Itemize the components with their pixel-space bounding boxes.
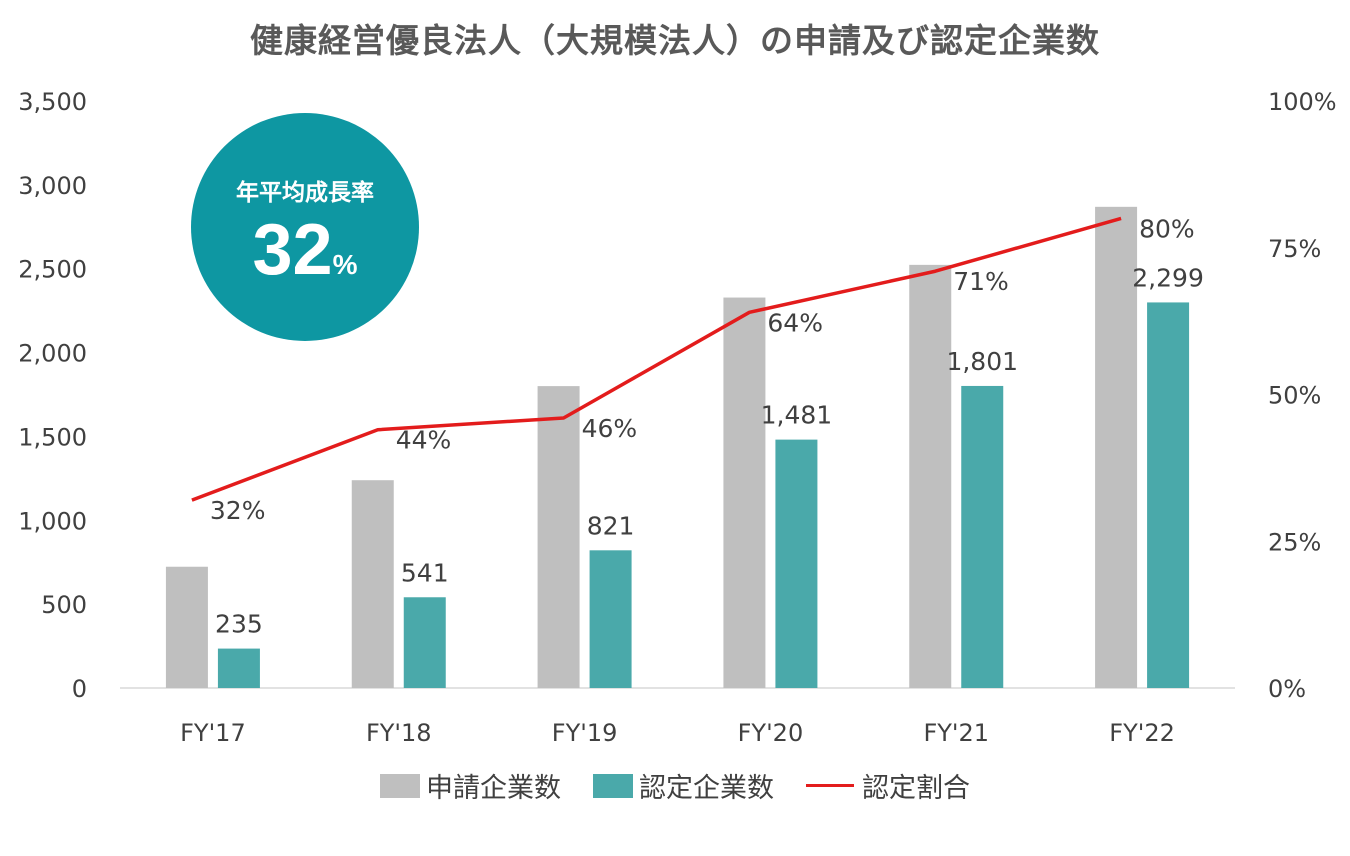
bar-certified [589, 550, 632, 688]
legend-line-ratio [806, 784, 854, 787]
y-axis-left: 0 500 1,000 1,500 2,000 2,500 3,000 3,500 [18, 88, 87, 703]
bar-applications [351, 480, 394, 688]
y2-tick-label: 0% [1268, 675, 1306, 703]
y-tick-label: 3,000 [18, 172, 87, 200]
y-tick-label: 0 [72, 675, 87, 703]
data-label-ratio: 71% [953, 267, 1009, 296]
bar-group: 235 541 821 1,481 1,801 2,299 [165, 206, 1204, 689]
data-label-ratio: 46% [582, 414, 638, 443]
y-tick-label: 500 [41, 591, 87, 619]
y-tick-label: 1,000 [18, 507, 87, 535]
y2-tick-label: 75% [1268, 235, 1321, 263]
data-label-certified: 2,299 [1132, 263, 1204, 292]
legend-swatch-certified [593, 773, 633, 798]
y-tick-label: 2,500 [18, 256, 87, 284]
growth-rate-badge: 年平均成長率 32% [191, 113, 419, 341]
bar-applications [1095, 206, 1138, 689]
data-label-certified: 1,801 [946, 347, 1018, 376]
x-tick-label: FY'18 [366, 719, 432, 747]
legend-label-applications: 申請企業数 [426, 773, 561, 804]
bar-applications [165, 566, 208, 688]
data-label-certified: 1,481 [761, 401, 833, 430]
legend-label-certified: 認定企業数 [639, 773, 774, 804]
data-label-certified: 235 [215, 610, 263, 639]
y2-tick-label: 25% [1268, 528, 1321, 556]
data-label-certified: 541 [401, 558, 449, 587]
bar-applications [537, 386, 580, 688]
bar-applications [909, 264, 952, 688]
x-tick-label: FY'17 [180, 719, 246, 747]
badge-value: 32 [252, 210, 333, 290]
bar-certified [961, 385, 1004, 688]
y-tick-label: 3,500 [18, 88, 87, 116]
legend-swatch-applications [380, 773, 420, 798]
legend: 申請企業数 認定企業数 認定割合 [0, 766, 1350, 805]
badge-value-wrap: 32% [191, 209, 419, 291]
legend-item-applications: 申請企業数 [380, 766, 561, 805]
y-tick-label: 2,000 [18, 340, 87, 368]
bar-certified [775, 439, 818, 688]
badge-unit: % [332, 249, 358, 280]
x-tick-label: FY'22 [1109, 719, 1175, 747]
ratio-line [191, 216, 1122, 502]
data-label-ratio: 32% [210, 496, 266, 525]
data-label-certified: 821 [587, 511, 635, 540]
bar-certified [217, 648, 260, 688]
chart-title: 健康経営優良法人（大規模法人）の申請及び認定企業数 [250, 21, 1100, 60]
x-axis: FY'17 FY'18 FY'19 FY'20 FY'21 FY'22 [180, 719, 1175, 747]
bar-certified [1147, 302, 1190, 688]
y-tick-label: 1,500 [18, 423, 87, 451]
data-label-ratio: 80% [1139, 214, 1195, 243]
badge-label: 年平均成長率 [236, 180, 374, 206]
data-label-ratio: 64% [767, 308, 823, 337]
bar-certified [403, 597, 446, 688]
data-label-ratio: 44% [396, 426, 452, 455]
legend-item-ratio: 認定割合 [806, 766, 970, 805]
x-tick-label: FY'20 [738, 719, 804, 747]
ratio-line-group: 32% 44% 46% 64% 71% 80% [191, 214, 1195, 525]
legend-item-certified: 認定企業数 [593, 766, 774, 805]
y-axis-right: 0% 25% 50% 75% 100% [1268, 88, 1337, 703]
x-tick-label: FY'21 [923, 719, 989, 747]
bar-applications [723, 297, 766, 688]
y2-tick-label: 100% [1268, 88, 1337, 116]
legend-label-ratio: 認定割合 [862, 773, 970, 804]
y2-tick-label: 50% [1268, 382, 1321, 410]
x-tick-label: FY'19 [552, 719, 618, 747]
